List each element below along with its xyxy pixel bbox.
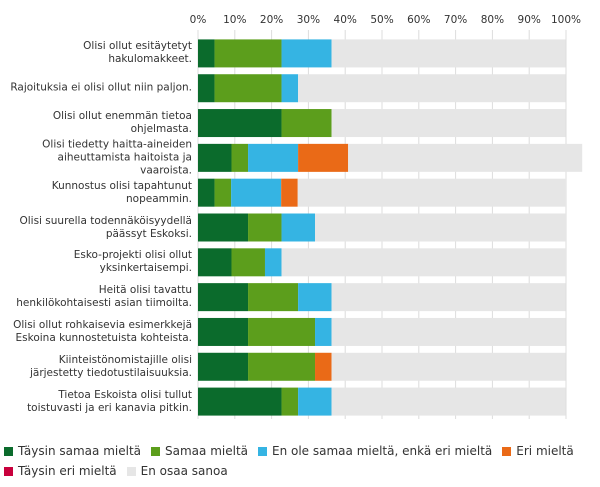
bar-segment — [281, 387, 299, 416]
legend: Täysin samaa mieltä Samaa mieltä En ole sa… — [4, 444, 594, 478]
legend-label: Samaa mieltä — [165, 444, 248, 458]
bar-segment — [214, 39, 282, 68]
bar-segment — [331, 387, 566, 416]
x-tick-label: 0% — [190, 14, 207, 26]
bar-segment — [348, 143, 583, 172]
category-label: Esko-projekti olisi ollut yksinkertaisem… — [73, 249, 192, 275]
bar-segment — [331, 109, 566, 138]
bar-segment — [331, 283, 566, 312]
bar-segment — [298, 283, 332, 312]
legend-item: Täysin samaa mieltä — [4, 444, 141, 458]
bar-segment — [214, 178, 232, 207]
bar-segment — [198, 248, 232, 277]
category-label: Rajoituksia ei olisi ollut niin paljon. — [10, 81, 192, 94]
x-tick-label: 10% — [223, 14, 246, 26]
bar-segment — [198, 283, 249, 312]
bar-segment — [198, 213, 249, 242]
bar-segment — [248, 317, 316, 346]
bar-segment — [231, 178, 282, 207]
x-tick-label: 100% — [551, 14, 581, 26]
bar-segment — [298, 387, 332, 416]
bar-segment — [298, 74, 566, 103]
x-tick-label: 60% — [407, 14, 430, 26]
legend-item: Eri mieltä — [502, 444, 574, 458]
bar-segment — [281, 248, 566, 277]
x-tick-label: 80% — [481, 14, 504, 26]
legend-label: Täysin eri mieltä — [18, 464, 117, 478]
bar-segment — [198, 352, 249, 381]
category-label: Olisi suurella todennäköisyydellä päässy… — [19, 214, 192, 240]
category-label: Olisi tiedetty haitta-aineiden aiheuttam… — [42, 138, 192, 177]
bar-segment — [198, 109, 282, 138]
bar-segment — [281, 74, 299, 103]
category-label: Kiinteistönomistajille olisi järjestetty… — [29, 353, 192, 379]
legend-label: Eri mieltä — [516, 444, 574, 458]
legend-item: Samaa mieltä — [151, 444, 248, 458]
category-label: Heitä olisi tavattu henkilökohtaisesti a… — [16, 284, 192, 310]
x-tick-label: 20% — [260, 14, 283, 26]
bar-segment — [198, 317, 249, 346]
bar-segment — [297, 178, 566, 207]
bar-segment — [198, 74, 215, 103]
category-label: Olisi ollut esitäytetyt hakulomakkeet. — [83, 40, 192, 66]
legend-swatch — [4, 466, 13, 476]
chart: 0% 10% 20% 30% 40% 50% 60% 70% 80% 90% 100% — [190, 14, 583, 419]
legend-label: En ole samaa mieltä, enkä eri mieltä — [272, 444, 493, 458]
legend-item: En osaa sanoa — [126, 464, 228, 478]
category-label: Olisi ollut rohkaisevia esimerkkejä Esko… — [13, 318, 192, 344]
bar-segment — [248, 352, 316, 381]
bar-segment — [198, 178, 215, 207]
bar-segment — [315, 352, 332, 381]
legend-label: En osaa sanoa — [140, 464, 228, 478]
bar-segment — [331, 39, 566, 68]
category-label: Kunnostus olisi tapahtunut nopeammin. — [51, 179, 192, 205]
legend-swatch — [502, 446, 512, 456]
legend-label: Täysin samaa mieltä — [18, 444, 142, 458]
bar-segment — [264, 248, 282, 277]
x-tick-label: 40% — [334, 14, 357, 26]
bar-segment — [214, 74, 282, 103]
bar-segment — [198, 143, 232, 172]
bar-segment — [248, 143, 299, 172]
legend-swatch — [126, 466, 136, 476]
bar-segment — [315, 317, 332, 346]
bar-segment — [281, 178, 298, 207]
bar-segment — [281, 109, 332, 138]
bar-segment — [231, 248, 265, 277]
bar-segment — [198, 39, 215, 68]
bar-segment — [248, 283, 299, 312]
legend-item: Täysin eri mieltä — [4, 464, 117, 478]
category-label: Tietoa Eskoista olisi tullut toistuvasti… — [27, 388, 192, 414]
legend-swatch — [4, 446, 13, 456]
bar-segment — [331, 352, 566, 381]
bar-segment — [315, 213, 566, 242]
legend-item: En ole samaa mieltä, enkä eri mieltä — [258, 444, 492, 458]
legend-swatch — [258, 446, 267, 456]
x-tick-label: 90% — [518, 14, 541, 26]
x-tick-label: 30% — [297, 14, 320, 26]
legend-swatch — [151, 446, 161, 456]
bar-segment — [281, 213, 316, 242]
category-label: Olisi ollut enemmän tietoa ohjelmasta. — [52, 110, 192, 136]
x-tick-label: 50% — [370, 14, 393, 26]
bar-segment — [248, 213, 282, 242]
bar-segment — [331, 317, 566, 346]
x-tick-label: 70% — [444, 14, 467, 26]
bar-segment — [198, 387, 282, 416]
bar-segment — [231, 143, 249, 172]
bar-segment — [281, 39, 332, 68]
bar-segment — [298, 143, 349, 172]
